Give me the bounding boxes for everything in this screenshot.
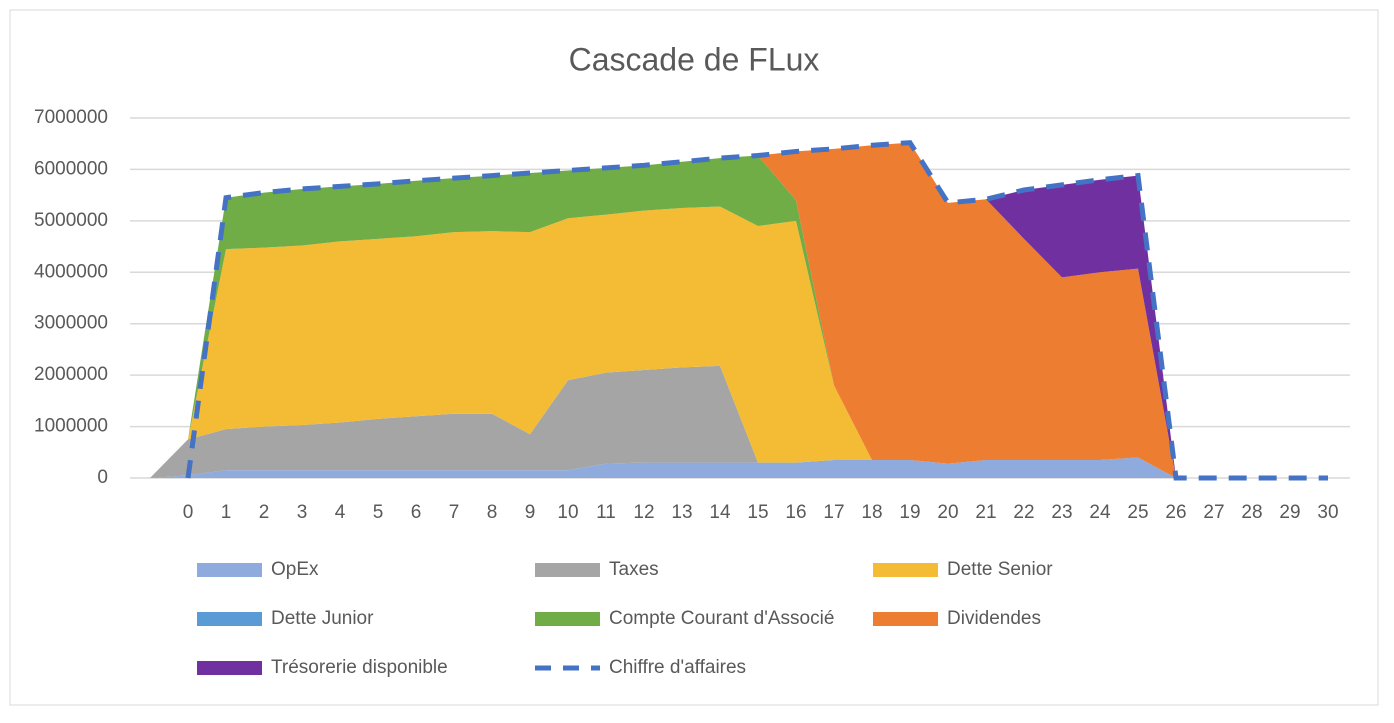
x-tick-label: 7: [449, 502, 460, 523]
y-tick-label: 4000000: [34, 261, 108, 282]
legend-label: Chiffre d'affaires: [609, 657, 746, 678]
x-tick-label: 3: [297, 502, 308, 523]
x-tick-label: 26: [1165, 502, 1186, 523]
y-tick-label: 2000000: [34, 364, 108, 385]
line: [185, 140, 1328, 481]
x-tick-label: 9: [525, 502, 536, 523]
y-tick-label: 1000000: [34, 416, 108, 437]
area: [150, 206, 1328, 478]
area: [150, 142, 1328, 478]
x-tick-label: 6: [411, 502, 422, 523]
area: [150, 142, 1328, 478]
legend-label: OpEx: [271, 559, 319, 580]
x-tick-label: 27: [1203, 502, 1224, 523]
legend-label: Dette Junior: [271, 608, 374, 629]
x-tick-label: 0: [183, 502, 194, 523]
x-tick-label: 25: [1127, 502, 1148, 523]
x-tick-label: 29: [1279, 502, 1300, 523]
legend-label: Taxes: [609, 559, 659, 580]
x-tick-label: 14: [709, 502, 731, 523]
x-tick-label: 12: [633, 502, 654, 523]
legend-swatch: [873, 612, 938, 626]
x-tick-label: 13: [671, 502, 692, 523]
x-tick-label: 8: [487, 502, 498, 523]
x-tick-label: 22: [1013, 502, 1034, 523]
legend-swatch: [197, 661, 262, 675]
legend-label: Dividendes: [947, 608, 1041, 629]
y-tick-label: 5000000: [34, 210, 108, 231]
legend-swatch: [873, 563, 938, 577]
x-tick-label: 4: [335, 502, 346, 523]
y-tick-label: 3000000: [34, 313, 108, 334]
x-tick-label: 5: [373, 502, 384, 523]
x-tick-label: 17: [823, 502, 844, 523]
legend-swatch: [535, 612, 600, 626]
x-tick-label: 2: [259, 502, 270, 523]
x-tick-label: 1: [221, 502, 232, 523]
legend-swatch: [535, 563, 600, 577]
x-tick-label: 20: [937, 502, 958, 523]
y-tick-label: 0: [97, 467, 108, 488]
legend-label: Trésorerie disponible: [271, 657, 448, 678]
x-tick-label: 11: [596, 502, 616, 523]
chart-title: Cascade de FLux: [569, 41, 820, 77]
x-tick-label: 21: [975, 502, 996, 523]
x-tick-label: 19: [899, 502, 920, 523]
x-tick-label: 10: [557, 502, 578, 523]
legend-swatch: [197, 563, 262, 577]
area: [150, 365, 1328, 478]
y-tick-label: 7000000: [34, 107, 108, 128]
x-tick-label: 15: [747, 502, 768, 523]
x-tick-label: 18: [861, 502, 882, 523]
y-tick-label: 6000000: [34, 158, 108, 179]
legend-label: Compte Courant d'Associé: [609, 608, 834, 629]
x-tick-label: 23: [1051, 502, 1072, 523]
area: [150, 457, 1328, 478]
x-tick-label: 24: [1089, 502, 1111, 523]
x-tick-label: 30: [1317, 502, 1338, 523]
legend-swatch: [197, 612, 262, 626]
legend-label: Dette Senior: [947, 559, 1053, 580]
x-tick-label: 16: [785, 502, 806, 523]
x-tick-label: 28: [1241, 502, 1262, 523]
